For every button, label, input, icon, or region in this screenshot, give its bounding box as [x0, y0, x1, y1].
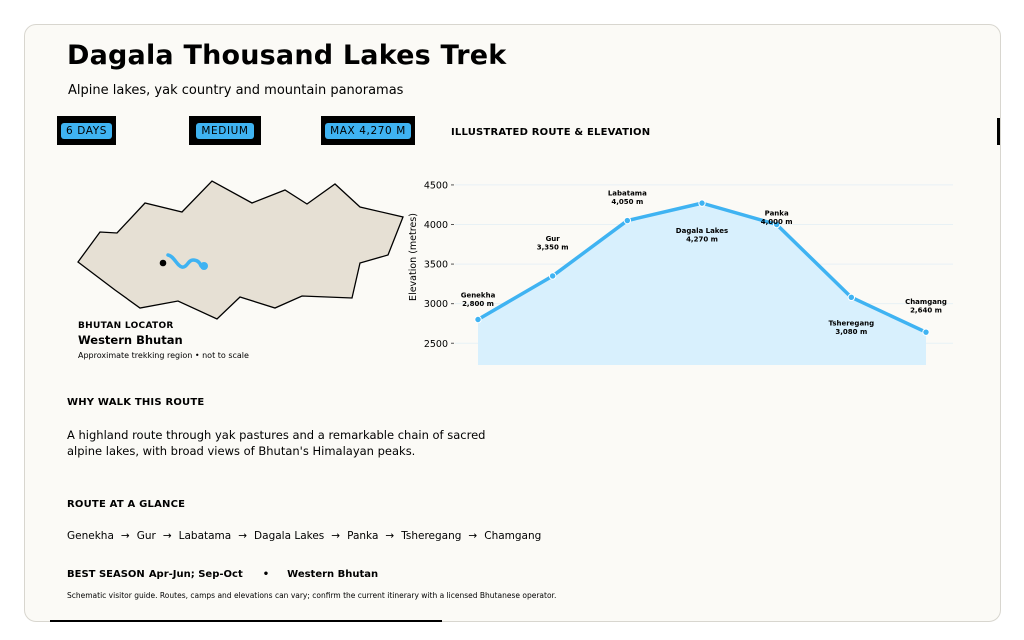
difficulty-badge-label: MEDIUM — [196, 122, 254, 139]
route-stop: Gur — [136, 530, 156, 542]
point-value-label: 2,640 m — [910, 307, 942, 315]
route-arrow: → — [468, 530, 478, 542]
max-altitude-badge: MAX 4,270 M — [321, 116, 415, 145]
elevation-area — [478, 203, 926, 365]
route-arrow: → — [162, 530, 172, 542]
point-name-label: Chamgang — [905, 298, 947, 306]
route-section-heading: ILLUSTRATED ROUTE & ELEVATION — [451, 127, 651, 138]
glance-heading: ROUTE AT A GLANCE — [67, 499, 186, 510]
route-arrow: → — [238, 530, 248, 542]
point-name-label: Genekha — [461, 292, 496, 300]
trek-start-marker — [159, 259, 167, 267]
elevation-point — [698, 199, 706, 207]
page-title: Dagala Thousand Lakes Trek — [67, 40, 507, 71]
elevation-point — [772, 220, 781, 229]
point-value-label: 2,800 m — [462, 300, 494, 308]
season-separator: • — [262, 569, 270, 580]
elevation-point — [847, 293, 856, 302]
max-altitude-badge-label: MAX 4,270 M — [325, 122, 411, 139]
point-value-label: 4,270 m — [686, 236, 718, 244]
point-value-label: 4,000 m — [761, 218, 793, 226]
elevation-chart: 2500 3000 3500 4000 4500 Elevation (metres) Ge… — [405, 165, 965, 375]
y-tick-label: 3500 — [424, 260, 448, 271]
season-line: BEST SEASON Apr-Jun; Sep-Oct • Western B… — [67, 569, 378, 580]
elevation-point — [548, 272, 557, 280]
point-name-label: Panka — [765, 210, 789, 218]
y-tick-label: 3000 — [424, 299, 448, 310]
days-badge: 6 DAYS — [57, 116, 116, 145]
point-name-label: Tsheregang — [828, 319, 874, 327]
bhutan-locator-map — [70, 172, 410, 322]
edge-marker — [997, 118, 1000, 145]
point-name-label: Dagala Lakes — [676, 227, 728, 235]
route-stop: Genekha — [67, 530, 114, 542]
elevation-point — [922, 328, 930, 336]
point-name-label: Labatama — [608, 190, 647, 198]
point-name-label: Gur — [546, 235, 561, 243]
season-value: Apr-Jun; Sep-Oct — [148, 569, 243, 580]
y-tick-label: 4500 — [424, 180, 448, 191]
why-heading: WHY WALK THIS ROUTE — [67, 397, 205, 408]
locator-region: Western Bhutan — [78, 333, 183, 347]
route-at-a-glance: Genekha → Gur → Labatama → Dagala Lakes → Panka →… — [67, 530, 541, 542]
route-stop: Tsheregang — [401, 530, 462, 542]
locator-note: Approximate trekking region • not to sca… — [78, 351, 249, 360]
route-stop: Labatama — [178, 530, 232, 542]
trek-route-line — [166, 253, 203, 269]
y-axis-label: Elevation (metres) — [408, 213, 419, 301]
route-arrow: → — [120, 530, 130, 542]
point-value-label: 3,080 m — [835, 328, 867, 336]
point-value-label: 3,350 m — [537, 243, 569, 251]
route-stop: Dagala Lakes — [254, 530, 325, 542]
locator-label: BHUTAN LOCATOR — [78, 321, 174, 331]
bhutan-outline — [77, 180, 404, 320]
disclaimer: Schematic visitor guide. Routes, camps a… — [67, 591, 557, 600]
elevation-point — [474, 315, 482, 324]
why-text: A highland route through yak pastures an… — [67, 428, 486, 458]
y-tick-label: 2500 — [424, 339, 448, 350]
route-stop: Chamgang — [484, 530, 542, 542]
route-arrow: → — [331, 530, 341, 542]
route-arrow: → — [385, 530, 395, 542]
trek-end-marker — [200, 262, 208, 270]
y-tick-label: 4000 — [424, 220, 448, 231]
bottom-bar — [50, 620, 442, 622]
point-value-label: 4,050 m — [611, 198, 643, 206]
route-stop: Panka — [347, 530, 379, 542]
elevation-point — [623, 216, 632, 225]
season-label: BEST SEASON — [67, 569, 145, 580]
days-badge-label: 6 DAYS — [61, 122, 112, 139]
page-subtitle: Alpine lakes, yak country and mountain p… — [68, 83, 404, 98]
difficulty-badge: MEDIUM — [189, 116, 261, 145]
footer-region: Western Bhutan — [287, 569, 379, 580]
